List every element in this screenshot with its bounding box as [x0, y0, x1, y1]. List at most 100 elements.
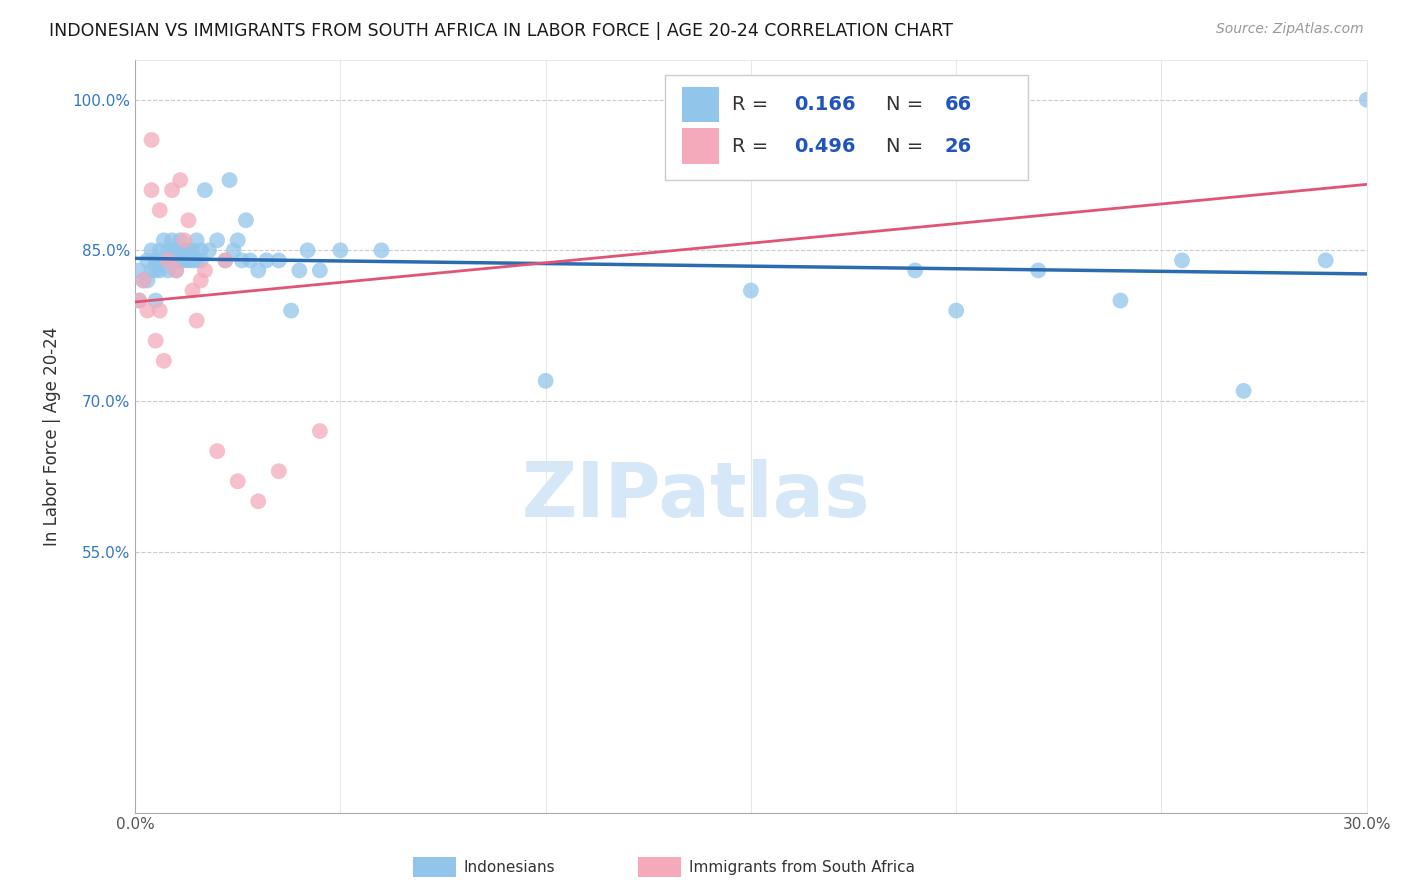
Point: [699, 93, 721, 107]
Point: [308, 263, 330, 277]
Point: [190, 244, 212, 258]
Point: [247, 494, 270, 508]
Text: R =: R =: [733, 95, 769, 114]
Point: [145, 263, 167, 277]
Point: [235, 213, 257, 227]
Point: [1232, 384, 1254, 398]
Point: [1026, 263, 1049, 277]
Point: [239, 253, 262, 268]
Point: [149, 253, 172, 268]
Point: [218, 173, 240, 187]
Point: [156, 244, 179, 258]
Point: [160, 233, 183, 247]
Point: [181, 253, 204, 268]
Point: [165, 244, 187, 258]
Point: [160, 183, 183, 197]
FancyBboxPatch shape: [665, 75, 1028, 180]
Point: [169, 173, 191, 187]
Point: [297, 244, 319, 258]
Point: [173, 233, 195, 247]
Point: [160, 244, 183, 258]
Point: [149, 244, 172, 258]
Text: N =: N =: [886, 95, 924, 114]
Point: [267, 253, 290, 268]
Point: [256, 253, 278, 268]
Point: [165, 263, 187, 277]
Point: [904, 263, 927, 277]
Point: [177, 213, 200, 227]
Point: [194, 183, 217, 197]
Point: [149, 303, 172, 318]
Point: [165, 263, 187, 277]
Point: [231, 253, 253, 268]
Point: [214, 253, 236, 268]
Point: [329, 244, 352, 258]
Point: [247, 263, 270, 277]
Point: [169, 253, 191, 268]
Point: [222, 244, 245, 258]
Point: [136, 253, 159, 268]
Point: [226, 475, 249, 489]
Text: N =: N =: [886, 136, 924, 156]
Point: [186, 233, 208, 247]
Text: INDONESIAN VS IMMIGRANTS FROM SOUTH AFRICA IN LABOR FORCE | AGE 20-24 CORRELATIO: INDONESIAN VS IMMIGRANTS FROM SOUTH AFRI…: [49, 22, 953, 40]
Point: [177, 244, 200, 258]
Point: [169, 233, 191, 247]
Point: [288, 263, 311, 277]
Point: [177, 253, 200, 268]
Point: [186, 253, 208, 268]
Point: [1109, 293, 1132, 308]
Point: [198, 244, 221, 258]
Point: [128, 293, 150, 308]
Point: [740, 284, 762, 298]
Point: [149, 263, 172, 277]
Point: [141, 244, 163, 258]
Text: 66: 66: [945, 95, 972, 114]
Point: [153, 253, 176, 268]
Point: [1355, 93, 1378, 107]
Point: [132, 273, 155, 287]
Point: [149, 203, 172, 218]
FancyBboxPatch shape: [682, 128, 718, 164]
Point: [156, 253, 179, 268]
Point: [194, 263, 217, 277]
Point: [1171, 253, 1194, 268]
Text: Immigrants from South Africa: Immigrants from South Africa: [689, 861, 915, 875]
Point: [156, 253, 179, 268]
Point: [145, 253, 167, 268]
Text: R =: R =: [733, 136, 769, 156]
Text: 0.496: 0.496: [794, 136, 855, 156]
Point: [145, 293, 167, 308]
Point: [153, 353, 176, 368]
Text: ZIPatlas: ZIPatlas: [522, 459, 870, 533]
Point: [141, 133, 163, 147]
Point: [141, 183, 163, 197]
Point: [128, 293, 150, 308]
Point: [226, 233, 249, 247]
Point: [141, 263, 163, 277]
Point: [128, 263, 150, 277]
Text: Indonesians: Indonesians: [464, 861, 555, 875]
Point: [136, 303, 159, 318]
Point: [534, 374, 557, 388]
Point: [173, 253, 195, 268]
Point: [190, 273, 212, 287]
Text: 0.166: 0.166: [794, 95, 856, 114]
Point: [370, 244, 392, 258]
Text: 26: 26: [945, 136, 972, 156]
Point: [132, 273, 155, 287]
Point: [267, 464, 290, 478]
Point: [169, 244, 191, 258]
Text: Source: ZipAtlas.com: Source: ZipAtlas.com: [1216, 22, 1364, 37]
FancyBboxPatch shape: [682, 87, 718, 122]
Point: [280, 303, 302, 318]
Point: [181, 244, 204, 258]
Point: [153, 233, 176, 247]
Point: [214, 253, 236, 268]
Point: [173, 244, 195, 258]
Point: [945, 303, 967, 318]
Point: [190, 253, 212, 268]
Point: [308, 424, 330, 438]
Point: [160, 253, 183, 268]
Point: [205, 233, 228, 247]
